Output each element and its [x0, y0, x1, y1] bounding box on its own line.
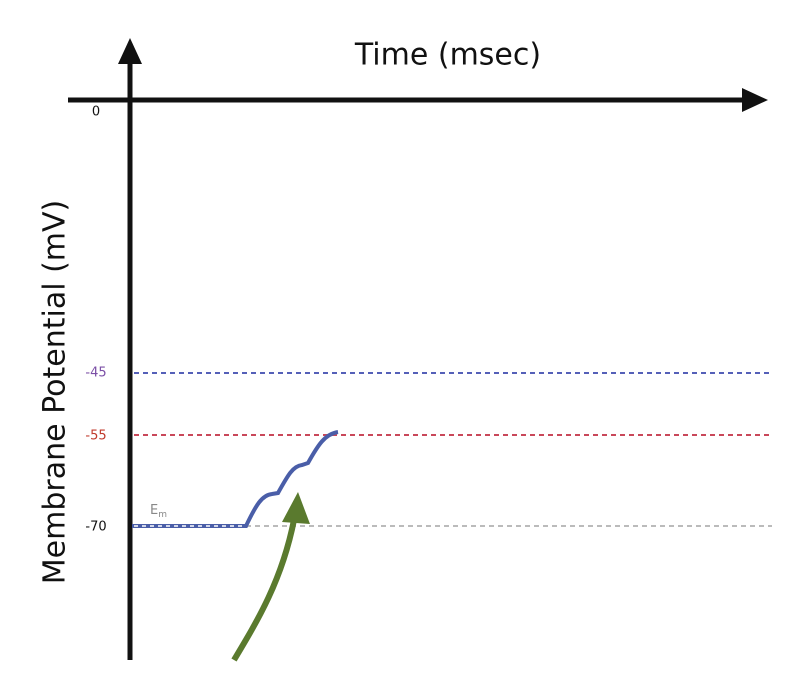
x-axis-arrow: [742, 88, 768, 112]
level-label: -70: [85, 520, 106, 535]
level-label: -45: [85, 366, 106, 381]
x-axis-label: Time (msec): [354, 38, 541, 73]
level-label: 0: [92, 105, 100, 120]
stimulus-arrow: [231, 519, 297, 662]
resting-label: Em: [150, 503, 167, 520]
resting-label-sub: m: [158, 510, 167, 520]
potential-trace: [132, 430, 339, 528]
stimulus-arrowhead: [282, 492, 310, 524]
y-axis-arrow: [118, 38, 142, 64]
y-axis-label: Membrane Potential (mV): [38, 200, 73, 584]
level-label: -55: [85, 429, 106, 444]
resting-label-main: E: [150, 503, 158, 518]
